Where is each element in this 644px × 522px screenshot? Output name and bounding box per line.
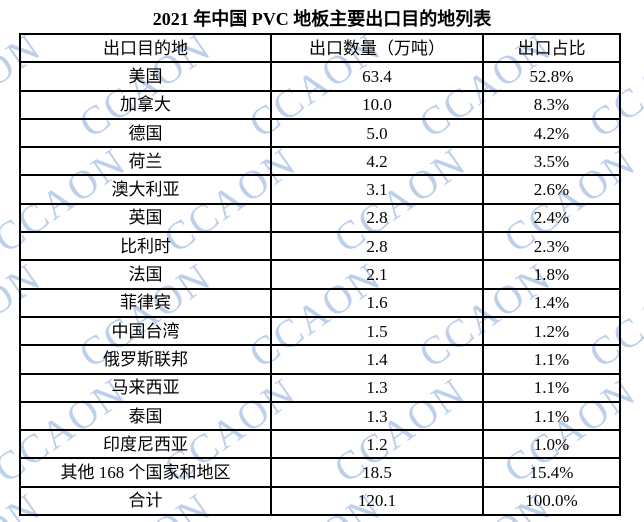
table-row: 澳大利亚 3.1 2.6% <box>19 174 621 205</box>
quantity-cell: 10.0 <box>270 89 484 120</box>
col-header-destination: 出口目的地 <box>19 32 272 64</box>
destination-cell: 泰国 <box>19 400 272 432</box>
share-cell: 3.5% <box>482 146 621 177</box>
table-row: 马来西亚 1.3 1.1% <box>19 372 621 403</box>
table-row: 泰国 1.3 1.1% <box>19 400 621 432</box>
share-cell: 2.4% <box>482 202 621 234</box>
destination-cell: 美国 <box>19 61 272 92</box>
share-cell: 100.0% <box>482 485 621 517</box>
share-cell: 1.0% <box>482 429 621 460</box>
destination-cell: 荷兰 <box>19 146 272 177</box>
table-row: 合计 120.1 100.0% <box>19 485 621 517</box>
share-cell: 1.1% <box>482 400 621 432</box>
table-row: 俄罗斯联邦 1.4 1.1% <box>19 344 621 375</box>
table-row: 加拿大 10.0 8.3% <box>19 89 621 120</box>
destination-cell: 德国 <box>19 117 272 149</box>
share-cell: 2.6% <box>482 174 621 205</box>
destination-cell: 比利时 <box>19 231 272 262</box>
destination-cell: 合计 <box>19 485 272 517</box>
share-cell: 1.8% <box>482 259 621 290</box>
destination-cell: 马来西亚 <box>19 372 272 403</box>
destination-cell: 俄罗斯联邦 <box>19 344 272 375</box>
share-cell: 1.1% <box>482 344 621 375</box>
share-cell: 1.4% <box>482 287 621 318</box>
share-cell: 2.3% <box>482 231 621 262</box>
quantity-cell: 1.3 <box>270 372 484 403</box>
quantity-cell: 18.5 <box>270 457 484 488</box>
quantity-cell: 63.4 <box>270 61 484 92</box>
table-row: 德国 5.0 4.2% <box>19 117 621 149</box>
quantity-cell: 3.1 <box>270 174 484 205</box>
quantity-cell: 2.1 <box>270 259 484 290</box>
destination-cell: 加拿大 <box>19 89 272 120</box>
destination-cell: 澳大利亚 <box>19 174 272 205</box>
quantity-cell: 1.4 <box>270 344 484 375</box>
share-cell: 8.3% <box>482 89 621 120</box>
share-cell: 15.4% <box>482 457 621 488</box>
table-row: 印度尼西亚 1.2 1.0% <box>19 429 621 460</box>
table-row: 其他 168 个国家和地区 18.5 15.4% <box>19 457 621 488</box>
quantity-cell: 1.5 <box>270 315 484 347</box>
table-row: 中国台湾 1.5 1.2% <box>19 315 621 347</box>
table-row: 比利时 2.8 2.3% <box>19 231 621 262</box>
share-cell: 1.2% <box>482 315 621 347</box>
table-row: 英国 2.8 2.4% <box>19 202 621 234</box>
destination-cell: 法国 <box>19 259 272 290</box>
export-destinations-table: 出口目的地 出口数量（万吨） 出口占比 美国 63.4 52.8% 加拿大 10.0 8.… <box>19 32 621 517</box>
table-row: 美国 63.4 52.8% <box>19 61 621 92</box>
destination-cell: 菲律宾 <box>19 287 272 318</box>
quantity-cell: 5.0 <box>270 117 484 149</box>
quantity-cell: 4.2 <box>270 146 484 177</box>
quantity-cell: 1.6 <box>270 287 484 318</box>
destination-cell: 中国台湾 <box>19 315 272 347</box>
table-row: 荷兰 4.2 3.5% <box>19 146 621 177</box>
share-cell: 52.8% <box>482 61 621 92</box>
table-body: 美国 63.4 52.8% 加拿大 10.0 8.3% 德国 5.0 4.2% 荷兰 4.2 3.5%… <box>19 61 621 517</box>
table-row: 法国 2.1 1.8% <box>19 259 621 290</box>
destination-cell: 英国 <box>19 202 272 234</box>
destination-cell: 其他 168 个国家和地区 <box>19 457 272 488</box>
quantity-cell: 2.8 <box>270 231 484 262</box>
table-row: 菲律宾 1.6 1.4% <box>19 287 621 318</box>
col-header-quantity: 出口数量（万吨） <box>270 32 484 64</box>
page-title: 2021 年中国 PVC 地板主要出口目的地列表 <box>152 9 492 29</box>
quantity-cell: 2.8 <box>270 202 484 234</box>
table-header-row: 出口目的地 出口数量（万吨） 出口占比 <box>19 32 621 64</box>
quantity-cell: 1.3 <box>270 400 484 432</box>
share-cell: 1.1% <box>482 372 621 403</box>
quantity-cell: 120.1 <box>270 485 484 517</box>
destination-cell: 印度尼西亚 <box>19 429 272 460</box>
share-cell: 4.2% <box>482 117 621 149</box>
quantity-cell: 1.2 <box>270 429 484 460</box>
col-header-share: 出口占比 <box>482 32 621 64</box>
